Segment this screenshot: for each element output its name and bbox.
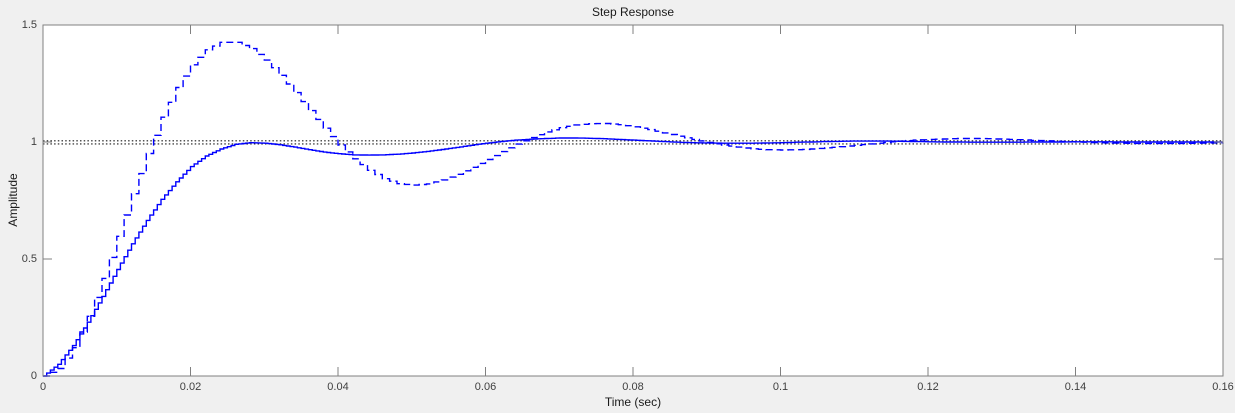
x-tick-label: 0.16 (1212, 381, 1234, 393)
y-axis-label: Amplitude (6, 173, 20, 227)
x-tick-label: 0 (39, 381, 47, 393)
x-tick-label: 0.04 (327, 381, 349, 393)
y-tick-label: 1 (30, 136, 37, 148)
axes-box (42, 24, 1224, 377)
y-tick-label: 0.5 (21, 253, 37, 265)
plot-area (43, 25, 1223, 376)
x-axis-label: Time (sec) (604, 395, 662, 409)
x-tick-label: 0.14 (1064, 381, 1087, 393)
x-tick-label: 0.08 (622, 381, 644, 393)
x-tick-label: 0.12 (917, 381, 939, 393)
y-tick-label: 0 (30, 370, 37, 382)
x-tick-label: 0.06 (474, 381, 497, 393)
x-tick-label: 0.02 (179, 381, 202, 393)
x-tick-label: 0.1 (772, 381, 789, 393)
chart-title: Step Response (591, 5, 675, 19)
solid-staircase-response-line (43, 137, 1223, 377)
dashed-staircase-response-line (43, 41, 1224, 377)
y-tick-label: 1.5 (21, 19, 37, 31)
